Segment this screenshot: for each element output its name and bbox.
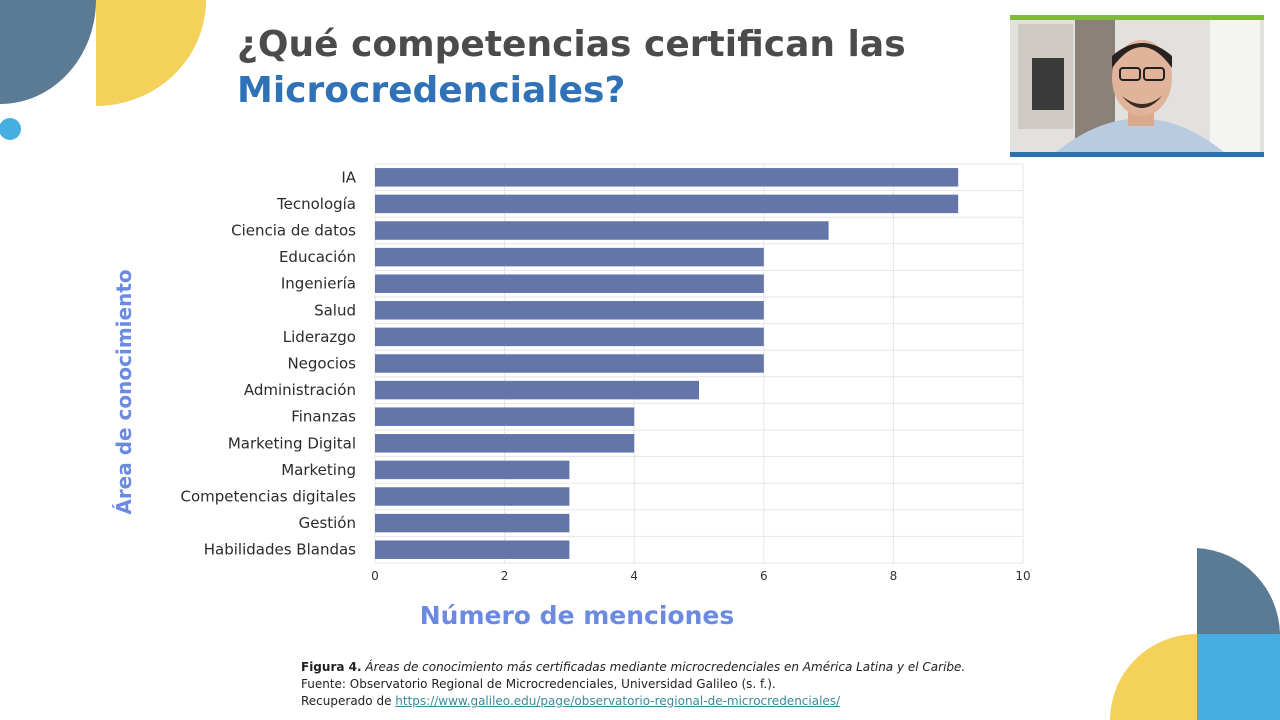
presenter-video-icon (1010, 20, 1264, 157)
category-label: Marketing (281, 461, 356, 479)
retrieved-prefix: Recuperado de (301, 694, 392, 708)
caption-line-retrieved: Recuperado de https://www.galileo.edu/pa… (301, 693, 1061, 710)
x-tick-label: 8 (890, 569, 898, 583)
y-axis-title: Área de conocimiento (112, 269, 136, 514)
bar (375, 354, 764, 373)
category-label: Habilidades Blandas (204, 541, 356, 559)
bar (375, 247, 764, 267)
bar (375, 168, 959, 187)
category-label: Ciencia de datos (231, 222, 356, 240)
bar (375, 434, 635, 453)
decoration-top-left (0, 0, 206, 140)
bar (375, 513, 570, 533)
category-label: Gestión (299, 514, 356, 532)
bar (375, 274, 764, 293)
bar (375, 380, 699, 400)
category-label: Ingeniería (281, 275, 356, 293)
bar (375, 407, 635, 426)
presenter-webcam (1010, 15, 1264, 157)
x-tick-label: 6 (760, 569, 768, 583)
chart-category-labels: IA Tecnología Ciencia de datos Educación Ing… (181, 168, 357, 558)
bar (375, 194, 959, 214)
chart-tick-labels: 0 2 4 6 8 10 (371, 569, 1030, 583)
category-label: Marketing Digital (228, 434, 356, 452)
slide-title-line2: Microcredenciales? (237, 70, 626, 111)
category-label: IA (341, 168, 356, 186)
bar (375, 460, 570, 480)
figure-caption: Figura 4. Áreas de conocimiento más cert… (301, 659, 1061, 710)
bar-chart: IA Tecnología Ciencia de datos Educación Ing… (112, 163, 1031, 630)
slide-title-line1: ¿Qué competencias certifican las (237, 24, 906, 65)
bar (375, 327, 764, 347)
slide-title: ¿Qué competencias certifican las Microcr… (237, 22, 906, 114)
source-link[interactable]: https://www.galileo.edu/page/observatori… (395, 694, 841, 708)
x-tick-label: 4 (630, 569, 638, 583)
category-label: Liderazgo (283, 328, 356, 346)
category-label: Educación (279, 248, 356, 266)
figure-label: Figura 4. (301, 660, 362, 674)
caption-source: Fuente: Observatorio Regional de Microcr… (301, 677, 776, 691)
bar (375, 301, 764, 320)
category-label: Tecnología (276, 195, 356, 213)
category-label: Competencias digitales (181, 488, 357, 506)
x-tick-label: 0 (371, 569, 379, 583)
bar (375, 540, 570, 559)
x-tick-label: 10 (1015, 569, 1030, 583)
bar (375, 221, 829, 240)
bar (375, 487, 570, 506)
category-label: Negocios (287, 355, 356, 373)
category-label: Administración (244, 381, 356, 399)
chart-bars (375, 168, 959, 559)
caption-line-figure: Figura 4. Áreas de conocimiento más cert… (301, 659, 1061, 676)
x-axis-title: Número de menciones (420, 601, 735, 630)
webcam-bottom-bar (1010, 152, 1264, 157)
category-label: Finanzas (291, 408, 356, 426)
category-label: Salud (314, 301, 356, 319)
x-tick-label: 2 (501, 569, 509, 583)
decoration-bottom-right (1110, 548, 1280, 720)
figure-description: Áreas de conocimiento más certificadas m… (365, 660, 966, 674)
